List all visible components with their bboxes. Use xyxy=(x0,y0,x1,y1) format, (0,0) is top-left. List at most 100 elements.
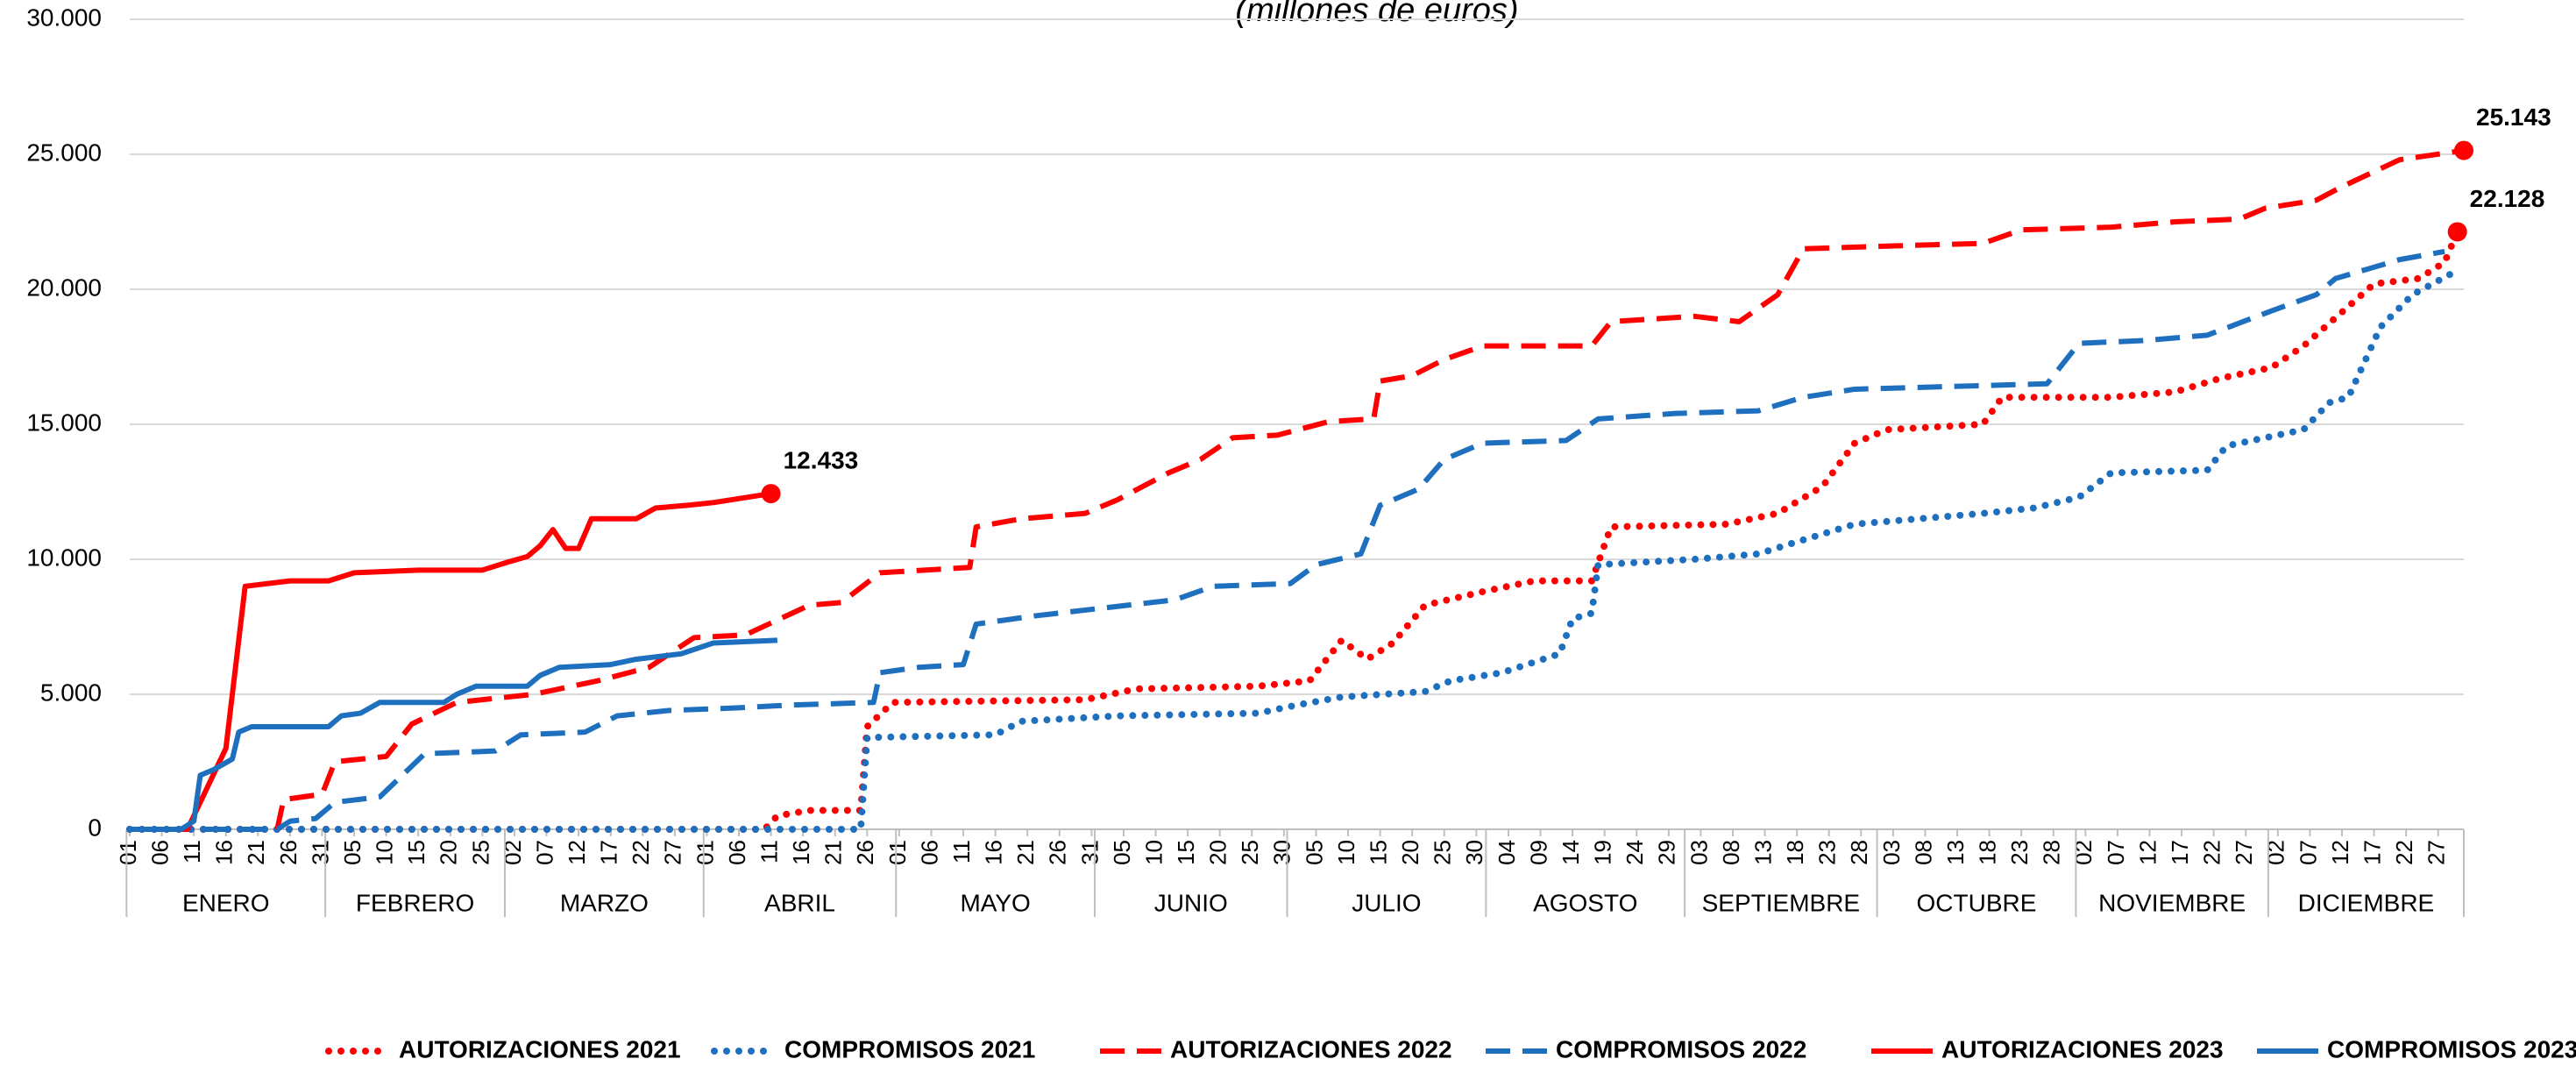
x-tick-label: 22 xyxy=(628,840,654,865)
x-tick-label: 27 xyxy=(660,840,686,865)
x-tick-label: 01 xyxy=(692,840,718,865)
x-tick-label: 12 xyxy=(2134,840,2161,865)
series-line xyxy=(126,228,2461,833)
legend-label: COMPROMISOS 2022 xyxy=(1556,1035,1806,1062)
legend-label: AUTORIZACIONES 2021 xyxy=(399,1035,681,1062)
month-label: JUNIO xyxy=(1154,889,1228,916)
y-tick-label: 5.000 xyxy=(40,679,102,706)
x-tick-label: 13 xyxy=(1749,840,1776,865)
x-tick-label: 14 xyxy=(1558,840,1584,865)
x-tick-label: 09 xyxy=(1525,840,1551,865)
end-label: 12.433 xyxy=(784,446,859,473)
x-tick-label: 07 xyxy=(2295,840,2321,865)
x-tick-label: 23 xyxy=(2006,840,2033,865)
x-tick-label: 02 xyxy=(500,840,526,865)
x-tick-label: 05 xyxy=(1109,840,1135,865)
x-tick-label: 20 xyxy=(436,840,462,865)
y-tick-label: 20.000 xyxy=(26,274,102,301)
end-point xyxy=(2447,222,2467,242)
x-tick-label: 17 xyxy=(596,840,622,865)
x-tick-label: 19 xyxy=(1590,840,1616,865)
x-tick-label: 17 xyxy=(2359,840,2385,865)
x-tick-label: 28 xyxy=(2039,840,2065,865)
x-tick-label: 25 xyxy=(1237,840,1263,865)
x-tick-label: 16 xyxy=(211,840,238,865)
x-tick-label: 06 xyxy=(724,840,750,865)
month-label: MAYO xyxy=(960,889,1030,916)
x-tick-label: 15 xyxy=(1365,840,1391,865)
x-tick-label: 22 xyxy=(2391,840,2417,865)
x-tick-label: 18 xyxy=(1974,840,2000,865)
x-tick-label: 02 xyxy=(2070,840,2097,865)
series-line xyxy=(130,147,2465,832)
x-tick-label: 28 xyxy=(1846,840,1872,865)
x-tick-label: 16 xyxy=(981,840,1007,865)
x-tick-label: 30 xyxy=(1461,840,1487,865)
x-tick-label: 21 xyxy=(1012,840,1039,865)
x-tick-label: 12 xyxy=(2327,840,2353,865)
x-tick-label: 11 xyxy=(179,840,205,863)
month-label: ENERO xyxy=(182,889,270,916)
x-tick-label: 11 xyxy=(948,840,975,863)
x-tick-label: 10 xyxy=(372,840,398,865)
x-tick-label: 26 xyxy=(1045,840,1071,865)
x-tick-label: 12 xyxy=(564,840,590,865)
end-label: 25.143 xyxy=(2476,103,2551,131)
x-tick-label: 11 xyxy=(756,840,782,863)
x-tick-label: 05 xyxy=(1301,840,1327,865)
x-tick-label: 26 xyxy=(275,840,302,865)
end-label: 22.128 xyxy=(2470,185,2545,212)
y-tick-label: 15.000 xyxy=(26,409,102,436)
x-tick-label: 21 xyxy=(820,840,847,865)
x-tick-label: 30 xyxy=(1269,840,1295,865)
y-tick-label: 0 xyxy=(88,814,102,841)
x-tick-label: 15 xyxy=(1173,840,1199,865)
x-tick-label: 13 xyxy=(1942,840,1969,865)
x-tick-label: 26 xyxy=(852,840,878,865)
x-tick-label: 01 xyxy=(884,840,911,865)
x-tick-label: 31 xyxy=(1076,840,1103,865)
series-line xyxy=(126,266,2461,833)
month-label: MARZO xyxy=(560,889,649,916)
x-tick-label: 01 xyxy=(115,840,141,865)
end-point xyxy=(761,484,781,504)
legend-label: AUTORIZACIONES 2023 xyxy=(1941,1035,2224,1062)
month-label: NOVIEMBRE xyxy=(2098,889,2246,916)
y-tick-label: 25.000 xyxy=(26,139,102,166)
month-label: AGOSTO xyxy=(1533,889,1637,916)
x-tick-label: 18 xyxy=(1782,840,1808,865)
x-tick-label: 17 xyxy=(2167,840,2193,865)
series-line xyxy=(130,491,772,832)
x-tick-label: 06 xyxy=(146,840,173,865)
month-label: OCTUBRE xyxy=(1917,889,2037,916)
x-tick-label: 06 xyxy=(916,840,942,865)
x-tick-label: 07 xyxy=(2103,840,2129,865)
x-tick-label: 02 xyxy=(2263,840,2289,865)
month-label: FEBRERO xyxy=(356,889,474,916)
x-tick-label: 04 xyxy=(1494,840,1520,865)
x-tick-label: 20 xyxy=(1397,840,1423,865)
month-label: ABRIL xyxy=(764,889,835,916)
x-tick-label: 03 xyxy=(1685,840,1712,865)
x-tick-label: 29 xyxy=(1654,840,1680,865)
month-label: JULIO xyxy=(1352,889,1421,916)
x-tick-label: 16 xyxy=(788,840,814,865)
x-tick-label: 10 xyxy=(1333,840,1359,865)
legend-label: COMPROMISOS 2023 xyxy=(2327,1035,2576,1062)
legend-label: COMPROMISOS 2021 xyxy=(784,1035,1035,1062)
legend-label: AUTORIZACIONES 2022 xyxy=(1170,1035,1452,1062)
x-tick-label: 05 xyxy=(339,840,365,865)
month-label: SEPTIEMBRE xyxy=(1702,889,1860,916)
chart-subtitle: (millones de euros) xyxy=(1235,0,1518,29)
x-tick-label: 08 xyxy=(1910,840,1936,865)
x-tick-label: 10 xyxy=(1140,840,1167,865)
x-tick-label: 27 xyxy=(2231,840,2257,865)
y-tick-label: 10.000 xyxy=(26,544,102,571)
end-point xyxy=(2454,140,2473,160)
x-tick-label: 25 xyxy=(467,840,493,865)
x-tick-label: 23 xyxy=(1814,840,1841,865)
series-line xyxy=(130,248,2445,832)
x-tick-label: 08 xyxy=(1718,840,1744,865)
x-tick-label: 22 xyxy=(2199,840,2225,865)
